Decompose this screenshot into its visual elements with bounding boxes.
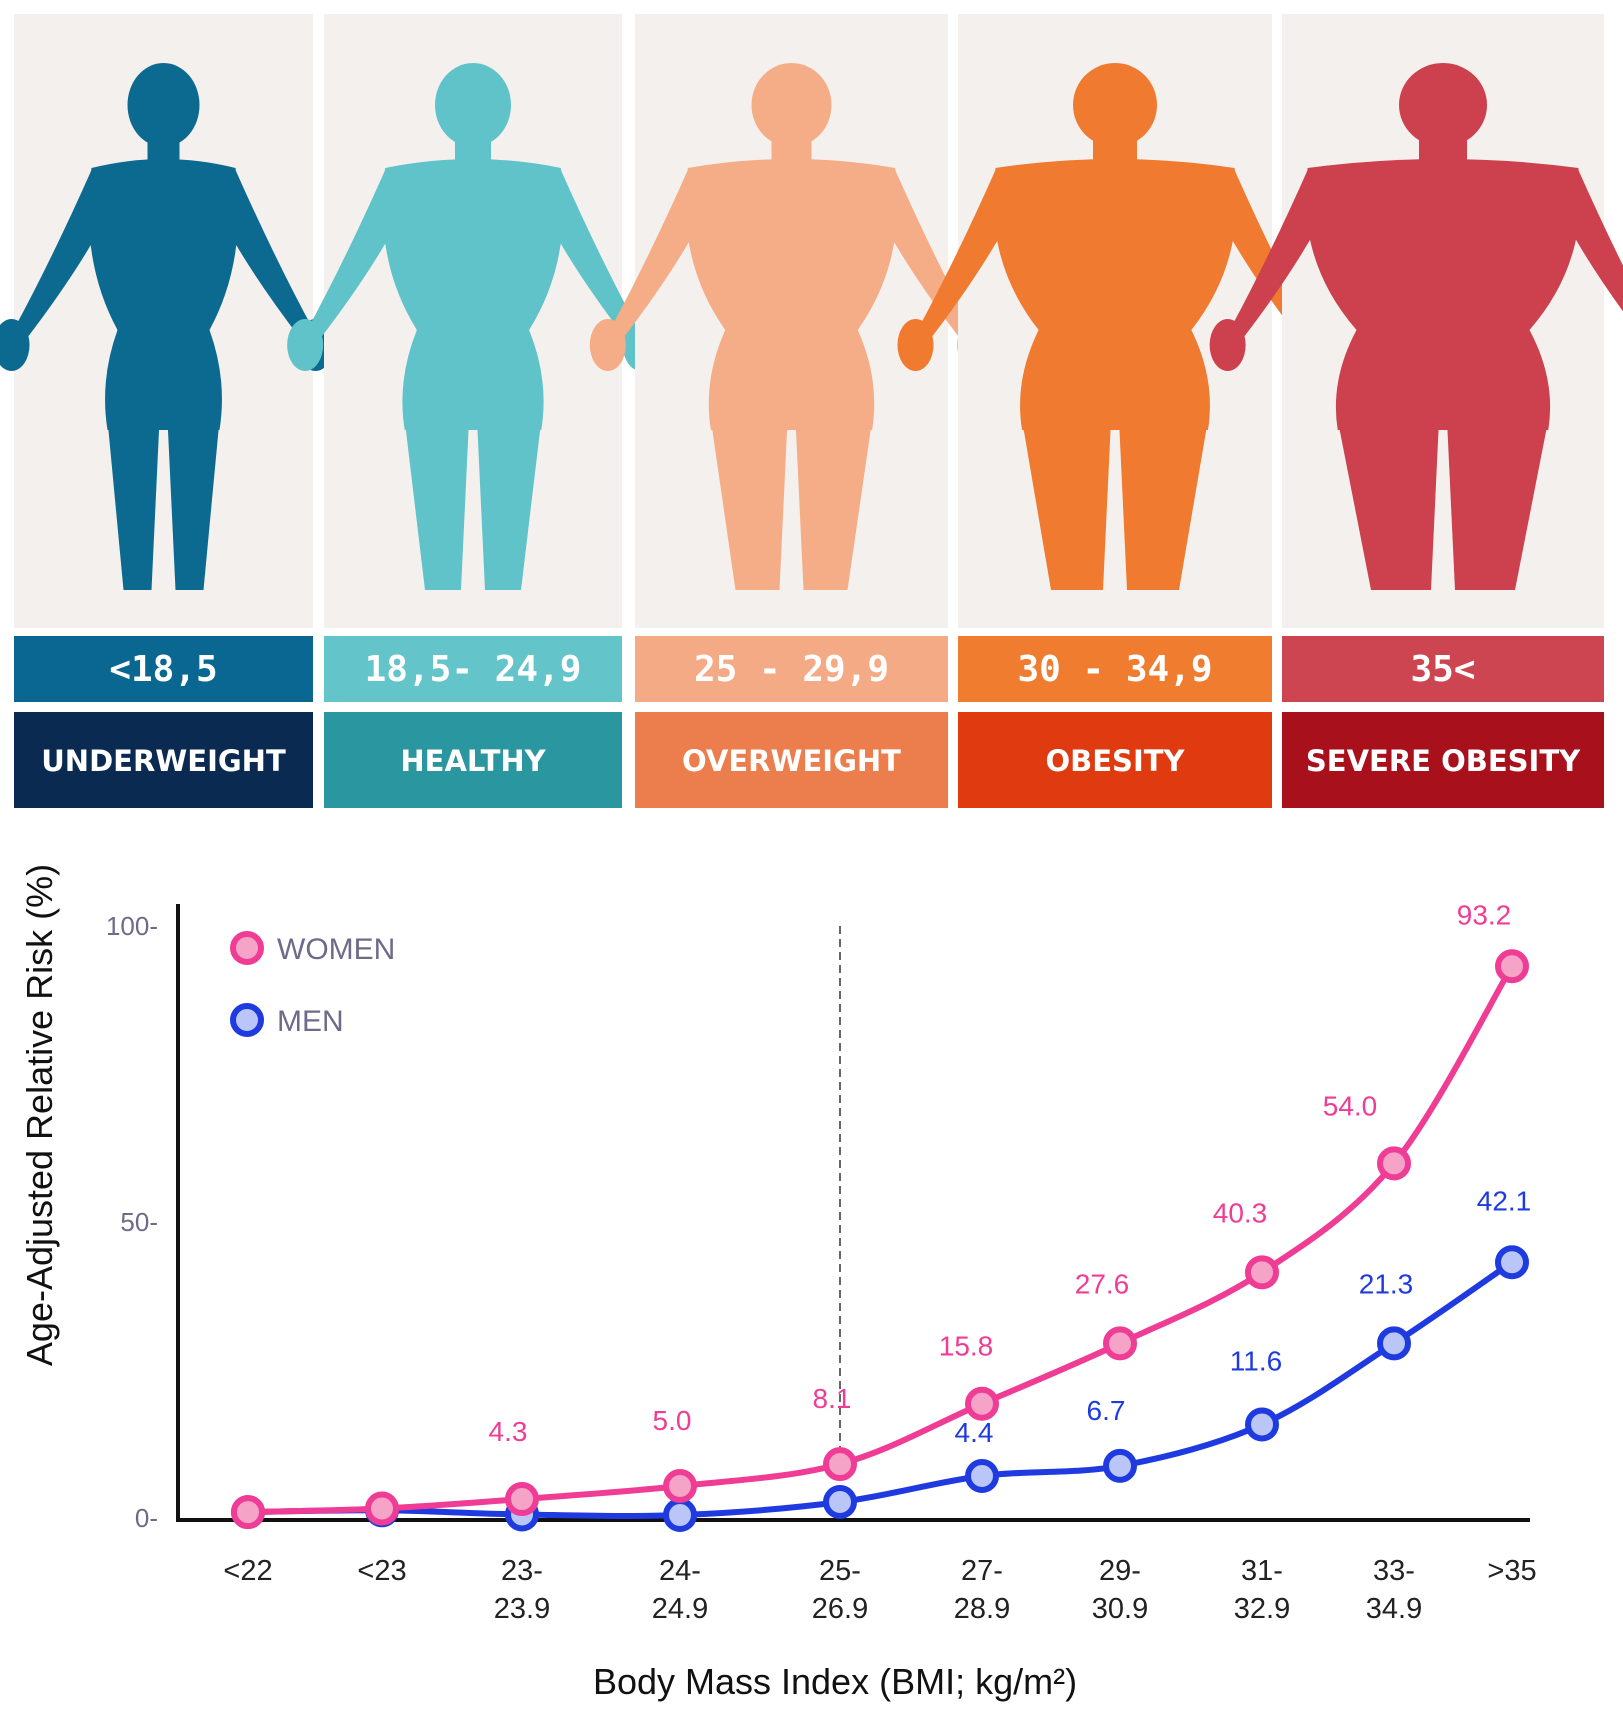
bmi-range-bar xyxy=(1282,636,1604,702)
data-point-women xyxy=(231,1495,265,1530)
data-point-men xyxy=(1103,1448,1137,1483)
data-label-men: 42.1 xyxy=(1477,1185,1532,1216)
data-label-women: 15.8 xyxy=(939,1331,994,1362)
data-label-men: 4.4 xyxy=(955,1417,994,1448)
bmi-category-bar xyxy=(635,712,948,808)
data-label-women: 40.3 xyxy=(1213,1197,1268,1228)
data-point-women xyxy=(965,1386,999,1421)
data-point-women xyxy=(505,1482,539,1517)
series-line-women xyxy=(247,964,1515,1516)
x-tick-label: 33- xyxy=(1373,1555,1415,1587)
bmi-category-bar xyxy=(958,712,1272,808)
x-tick-label: <22 xyxy=(223,1555,272,1587)
legend-label-women: WOMEN xyxy=(277,933,395,966)
x-tick-label: 29- xyxy=(1099,1555,1141,1587)
x-tick-label: >35 xyxy=(1487,1555,1536,1587)
data-point-men xyxy=(965,1458,999,1493)
data-label-men: 21.3 xyxy=(1359,1268,1414,1299)
x-tick-label-line2: 28.9 xyxy=(954,1593,1010,1625)
bmi-range-bar xyxy=(958,636,1272,702)
bmi-range-label: 25 - 29,9 xyxy=(694,649,889,690)
x-axis-title: Body Mass Index (BMI; kg/m²) xyxy=(593,1661,1077,1702)
y-tick-label: 50- xyxy=(120,1207,158,1237)
x-tick-label: 31- xyxy=(1241,1555,1283,1587)
bmi-range-label: 18,5- 24,9 xyxy=(365,649,582,690)
body-silhouette-icon xyxy=(0,63,334,590)
x-tick-label-line2: 30.9 xyxy=(1092,1593,1148,1625)
bmi-range-label: 35< xyxy=(1410,649,1475,690)
body-silhouette-icon xyxy=(1209,63,1623,590)
y-tick-label: 100- xyxy=(106,911,158,941)
data-label-men: 6.7 xyxy=(1087,1395,1126,1426)
legend-marker-men xyxy=(230,1003,264,1037)
legend-marker-women xyxy=(230,931,264,965)
bmi-range-label: <18,5 xyxy=(109,649,217,690)
data-point-men xyxy=(1377,1326,1411,1361)
x-tick-label: 25- xyxy=(819,1555,861,1587)
x-tick-label-line2: 32.9 xyxy=(1234,1593,1290,1625)
risk-chart: Age-Adjusted Relative Risk (%) Body Mass… xyxy=(19,864,1537,1702)
x-tick-label-line2: 34.9 xyxy=(1366,1593,1422,1625)
data-point-women xyxy=(1103,1326,1137,1361)
data-point-men xyxy=(1245,1407,1279,1442)
x-tick-label: <23 xyxy=(357,1555,406,1587)
data-point-women xyxy=(365,1491,399,1526)
bmi-range-label: 30 - 34,9 xyxy=(1017,649,1212,690)
data-label-women: 93.2 xyxy=(1457,899,1512,930)
data-label-women: 4.3 xyxy=(489,1416,528,1447)
bmi-category-label: SEVERE OBESITY xyxy=(1306,744,1581,778)
y-axis-title: Age-Adjusted Relative Risk (%) xyxy=(19,864,60,1366)
x-tick-label: 24- xyxy=(659,1555,701,1587)
data-point-women xyxy=(1377,1146,1411,1181)
data-label-men: 11.6 xyxy=(1230,1345,1282,1376)
data-point-women xyxy=(1245,1255,1279,1290)
bmi-category-bar xyxy=(14,712,313,808)
legend-label-men: MEN xyxy=(277,1005,344,1038)
body-silhouette-icon xyxy=(897,63,1333,590)
bmi-range-bar xyxy=(324,636,622,702)
data-point-men xyxy=(1495,1245,1529,1280)
bmi-category-label: OVERWEIGHT xyxy=(682,744,901,778)
bmi-range-bar xyxy=(635,636,948,702)
x-tick-label-line2: 24.9 xyxy=(652,1593,708,1625)
y-tick-label: 0- xyxy=(135,1503,158,1533)
body-silhouette-icon xyxy=(287,63,659,590)
data-point-women xyxy=(823,1447,857,1482)
data-label-women: 5.0 xyxy=(653,1405,692,1436)
data-point-women xyxy=(663,1469,697,1504)
data-point-men xyxy=(663,1498,697,1533)
bmi-category-bar xyxy=(324,712,622,808)
bmi-range-bar xyxy=(14,636,313,702)
x-tick-label: 23- xyxy=(501,1555,543,1587)
bmi-category-label: HEALTHY xyxy=(400,744,546,778)
data-label-women: 27.6 xyxy=(1075,1268,1130,1299)
series-line-men xyxy=(247,1259,1514,1519)
bmi-category-bar xyxy=(1282,712,1604,808)
data-label-women: 8.1 xyxy=(813,1383,852,1414)
bmi-category-panels: <18,5 UNDERWEIGHT 18,5- 24,9 HEALTHY 25 - 29… xyxy=(0,14,1623,808)
body-silhouette-icon xyxy=(589,63,994,590)
x-tick-label: 27- xyxy=(961,1555,1003,1587)
data-label-women: 54.0 xyxy=(1323,1090,1378,1121)
bmi-category-label: OBESITY xyxy=(1045,744,1185,778)
bmi-category-label: UNDERWEIGHT xyxy=(41,744,286,778)
data-point-women xyxy=(1495,949,1529,984)
data-point-men xyxy=(823,1485,857,1520)
x-tick-label-line2: 26.9 xyxy=(812,1593,868,1625)
x-tick-label-line2: 23.9 xyxy=(494,1593,550,1625)
